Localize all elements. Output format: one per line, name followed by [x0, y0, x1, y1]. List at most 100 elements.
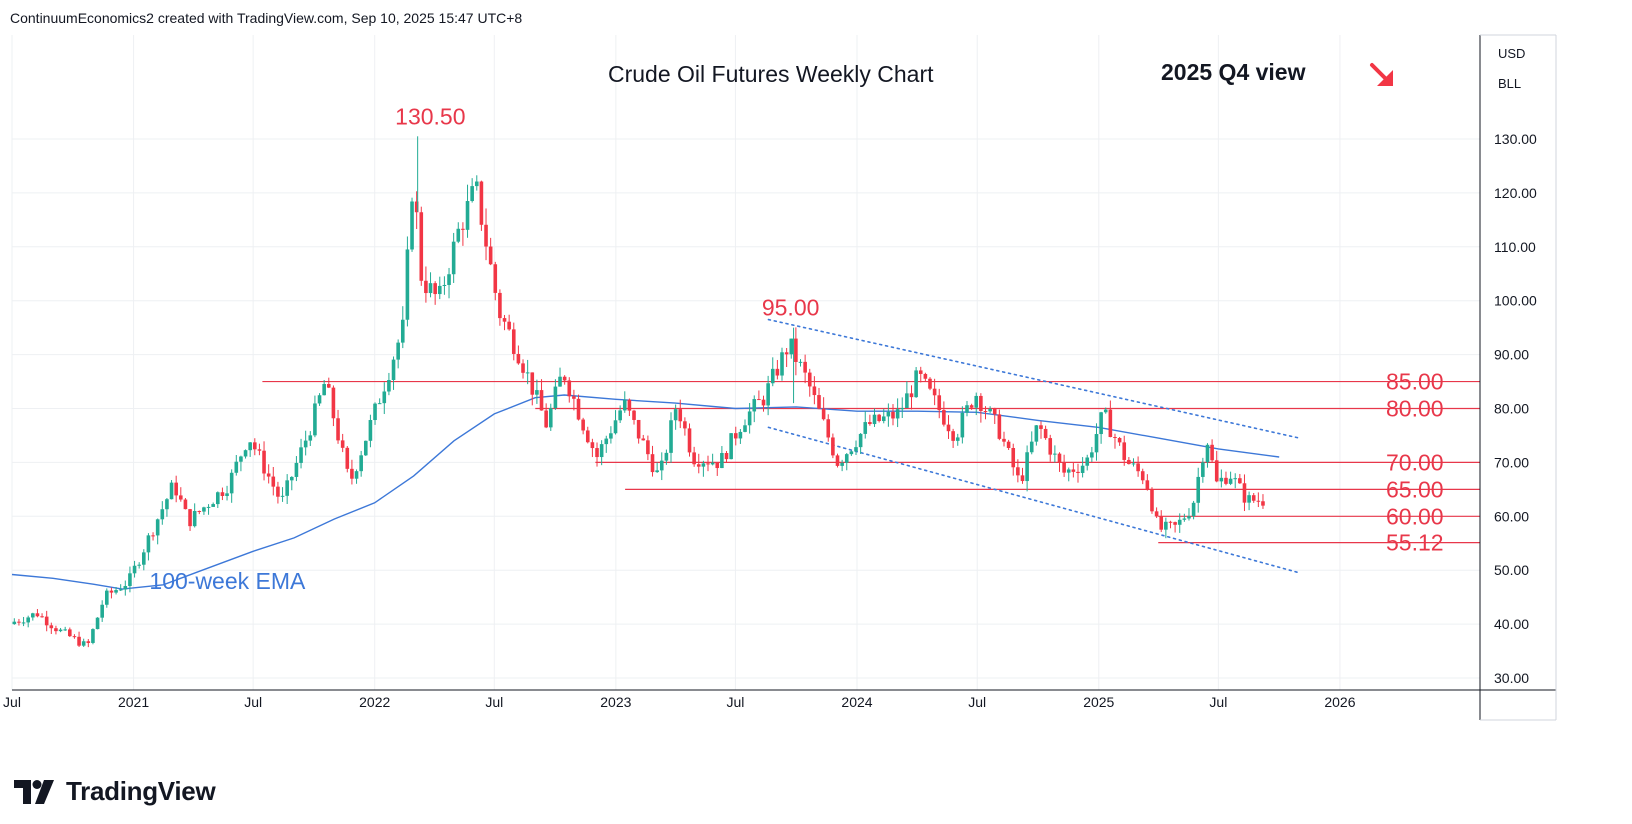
candle-body: [461, 228, 465, 230]
candle-body: [387, 380, 391, 392]
candle-body: [1099, 412, 1103, 435]
candle-body: [1228, 478, 1233, 484]
candle-body: [1094, 434, 1099, 453]
candle-body: [761, 399, 766, 406]
candle-body: [817, 395, 821, 409]
candle-body: [1080, 465, 1085, 473]
candle-body: [807, 372, 812, 387]
candle-body: [72, 636, 77, 638]
candle-body: [294, 462, 299, 477]
time-tick-label: Jul: [968, 694, 986, 710]
candle-body: [928, 378, 932, 389]
candle-body: [340, 440, 345, 448]
ema-path: [11, 394, 1280, 590]
candle-body: [165, 499, 169, 510]
candle-body: [687, 428, 692, 453]
candle-body: [114, 590, 118, 593]
candle-body: [826, 419, 831, 438]
time-tick-label: Jul: [1209, 694, 1227, 710]
candle-body: [488, 246, 493, 265]
candle-body: [710, 462, 715, 465]
candle-body: [821, 408, 826, 420]
candle-body: [1145, 480, 1150, 490]
candle-body: [988, 408, 992, 412]
candle-body: [493, 264, 498, 293]
candle-body: [313, 403, 317, 436]
candle-body: [932, 388, 937, 396]
candle-body: [974, 395, 979, 408]
extreme-label: 95.00: [762, 295, 820, 321]
candle-body: [1062, 462, 1066, 473]
candle-body: [456, 228, 461, 242]
candle-body: [955, 437, 960, 441]
candle-body: [803, 361, 807, 373]
candle-body: [123, 586, 128, 590]
candle-body: [567, 380, 572, 397]
time-tick-label: 2023: [600, 694, 631, 710]
candle-body: [354, 471, 359, 479]
tradingview-logo[interactable]: TradingView: [14, 776, 216, 807]
candle-body: [535, 390, 539, 395]
candle-body: [636, 419, 641, 439]
candle-body: [872, 414, 877, 425]
candle-body: [960, 412, 965, 438]
candle-body: [1205, 444, 1210, 463]
candle-body: [1053, 453, 1057, 455]
candle-body: [225, 493, 229, 496]
candle-body: [757, 399, 761, 401]
time-tick-label: 2025: [1083, 694, 1114, 710]
candle-body: [419, 212, 424, 281]
candle-body: [738, 431, 743, 439]
candle-body: [1251, 495, 1256, 501]
candle-body: [1256, 500, 1261, 502]
candle-body: [752, 399, 757, 412]
ema-line: [11, 394, 1280, 590]
candle-body: [1247, 495, 1251, 503]
candle-body: [863, 422, 868, 434]
candle-body: [1187, 516, 1191, 519]
candle-body: [363, 440, 368, 456]
candle-body: [1103, 409, 1108, 413]
price-tick-label: 130.00: [1494, 131, 1537, 147]
price-tick-label: 50.00: [1494, 562, 1529, 578]
candle-body: [396, 342, 400, 360]
candle-body: [54, 628, 58, 632]
candle-body: [868, 422, 872, 425]
extreme-label: 130.50: [395, 103, 465, 129]
candle-body: [766, 383, 770, 406]
candle-body: [451, 241, 456, 275]
candle-body: [886, 411, 891, 417]
candle-body: [1025, 452, 1029, 482]
candle-body: [613, 420, 618, 434]
candle-body: [465, 201, 470, 230]
candle-body: [525, 372, 530, 374]
candle-body: [21, 622, 26, 624]
candle-body: [1159, 516, 1164, 530]
candle-body: [877, 414, 881, 422]
level-label: 70.00: [1386, 449, 1444, 475]
candle-body: [479, 181, 484, 225]
candle-body: [359, 455, 363, 472]
candle-body: [262, 450, 266, 474]
candle-body: [979, 395, 983, 412]
candle-body: [673, 409, 678, 421]
candle-body: [576, 398, 581, 420]
candle-body: [1177, 519, 1182, 525]
candle-body: [183, 499, 188, 510]
candle-body: [558, 376, 562, 387]
chart-subtitle: 2025 Q4 view: [1161, 59, 1306, 85]
candle-body: [909, 393, 914, 398]
candle-body: [1090, 452, 1094, 458]
chart-title: Crude Oil Futures Weekly Chart: [608, 61, 934, 87]
candle-body: [17, 621, 21, 623]
candle-body: [1016, 467, 1020, 476]
candle-body: [530, 372, 535, 395]
candle-body: [442, 284, 447, 286]
candle-body: [1020, 475, 1025, 482]
candle-body: [1011, 447, 1016, 468]
candle-body: [105, 590, 109, 605]
candle-body: [192, 510, 197, 527]
level-label: 85.00: [1386, 369, 1444, 395]
time-tick-label: Jul: [485, 694, 503, 710]
